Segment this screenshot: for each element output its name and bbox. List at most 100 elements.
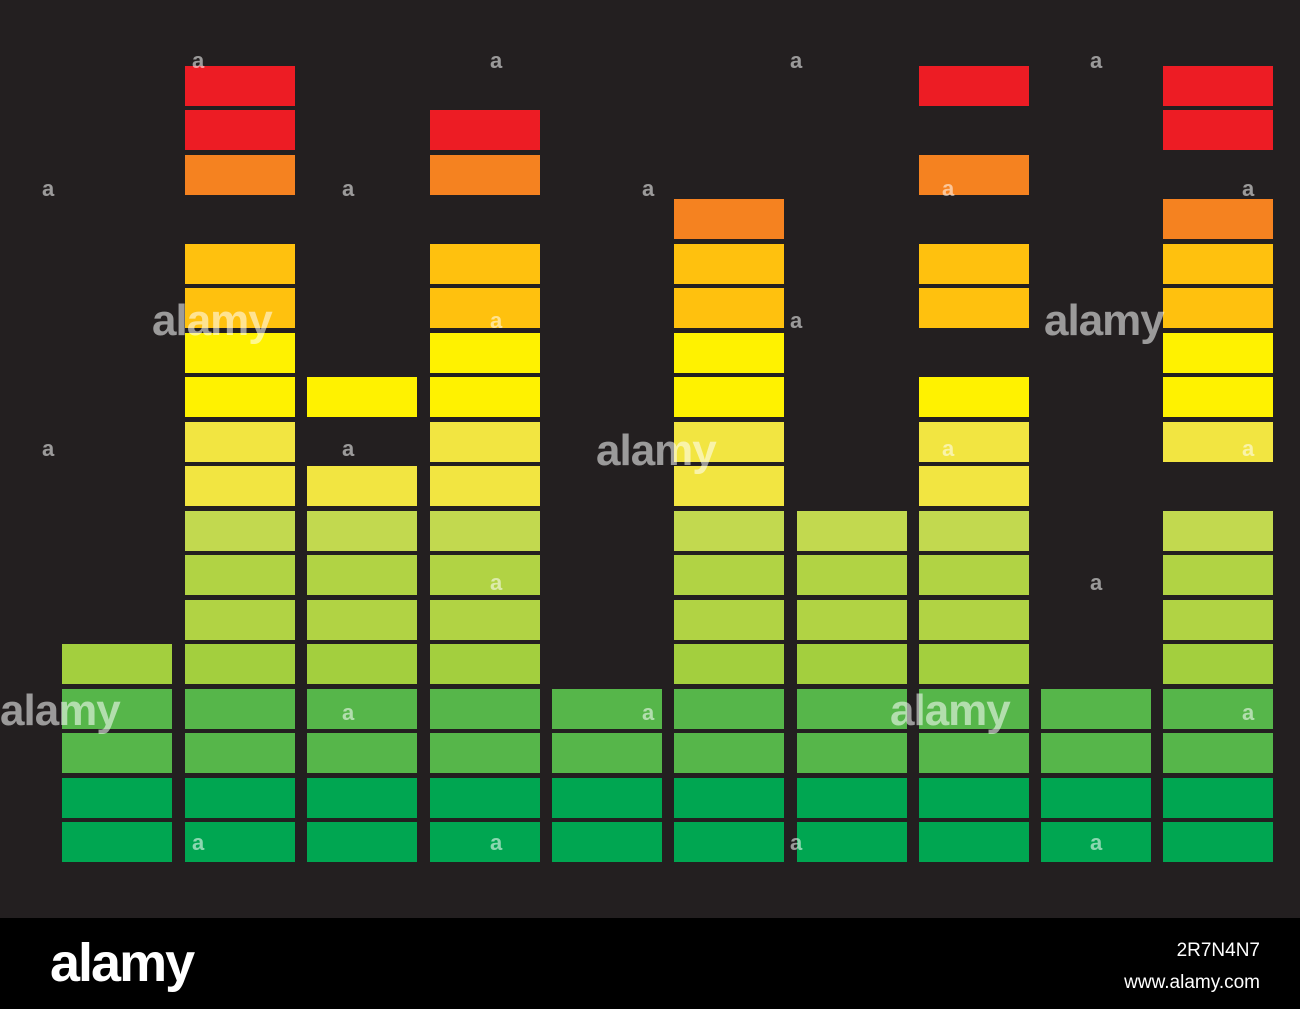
eq-segment	[552, 778, 662, 818]
eq-segment	[1041, 778, 1151, 818]
eq-segment	[62, 822, 172, 862]
eq-segment	[430, 422, 540, 462]
eq-segment	[1163, 555, 1273, 595]
eq-segment	[797, 733, 907, 773]
eq-segment	[430, 377, 540, 417]
eq-column-10	[1163, 0, 1273, 918]
eq-segment	[674, 600, 784, 640]
eq-segment	[919, 155, 1029, 195]
eq-segment	[1163, 377, 1273, 417]
eq-segment	[185, 511, 295, 551]
eq-segment	[1163, 644, 1273, 684]
eq-segment	[1163, 600, 1273, 640]
eq-segment	[674, 244, 784, 284]
eq-segment	[674, 377, 784, 417]
eq-segment	[674, 511, 784, 551]
eq-segment	[185, 110, 295, 150]
eq-segment	[919, 822, 1029, 862]
eq-segment	[919, 244, 1029, 284]
eq-segment	[1041, 689, 1151, 729]
eq-segment	[674, 288, 784, 328]
eq-column-2	[185, 0, 295, 918]
eq-segment	[919, 66, 1029, 106]
eq-column-3	[307, 0, 417, 918]
eq-segment	[919, 600, 1029, 640]
eq-segment	[430, 733, 540, 773]
image-id-label: 2R7N4N7	[1176, 940, 1260, 961]
eq-segment	[185, 555, 295, 595]
eq-column-7	[797, 0, 907, 918]
eq-segment	[674, 778, 784, 818]
eq-column-8	[919, 0, 1029, 918]
eq-segment	[62, 778, 172, 818]
eq-segment	[430, 466, 540, 506]
eq-segment	[674, 644, 784, 684]
eq-segment	[797, 778, 907, 818]
eq-segment	[797, 822, 907, 862]
eq-column-9	[1041, 0, 1151, 918]
eq-segment	[185, 288, 295, 328]
eq-segment	[430, 110, 540, 150]
eq-segment	[430, 555, 540, 595]
eq-segment	[919, 466, 1029, 506]
eq-segment	[674, 333, 784, 373]
alamy-logo[interactable]: alamy	[50, 933, 195, 993]
stock-footer-bar: alamy 2R7N4N7 www.alamy.com	[0, 918, 1300, 1009]
eq-segment	[1163, 66, 1273, 106]
eq-segment	[185, 466, 295, 506]
eq-segment	[1163, 778, 1273, 818]
eq-segment	[1041, 733, 1151, 773]
eq-segment	[307, 377, 417, 417]
eq-segment	[307, 644, 417, 684]
eq-segment	[307, 600, 417, 640]
eq-segment	[307, 778, 417, 818]
eq-segment	[430, 333, 540, 373]
eq-segment	[552, 822, 662, 862]
eq-segment	[430, 778, 540, 818]
eq-segment	[674, 689, 784, 729]
eq-segment	[797, 511, 907, 551]
eq-segment	[1163, 288, 1273, 328]
eq-segment	[430, 644, 540, 684]
eq-segment	[1163, 689, 1273, 729]
eq-segment	[1163, 422, 1273, 462]
eq-segment	[1163, 333, 1273, 373]
eq-segment	[62, 644, 172, 684]
eq-segment	[185, 644, 295, 684]
eq-segment	[185, 822, 295, 862]
eq-segment	[307, 511, 417, 551]
eq-segment	[62, 733, 172, 773]
eq-column-6	[674, 0, 784, 918]
eq-segment	[919, 778, 1029, 818]
eq-column-5	[552, 0, 662, 918]
eq-segment	[185, 600, 295, 640]
eq-segment	[919, 377, 1029, 417]
eq-segment	[919, 733, 1029, 773]
eq-segment	[1163, 511, 1273, 551]
eq-segment	[307, 733, 417, 773]
eq-column-4	[430, 0, 540, 918]
eq-segment	[185, 733, 295, 773]
eq-segment	[430, 511, 540, 551]
equalizer-panel	[62, 0, 1273, 918]
eq-segment	[797, 555, 907, 595]
eq-segment	[797, 644, 907, 684]
eq-segment	[62, 689, 172, 729]
eq-column-1	[62, 0, 172, 918]
eq-segment	[185, 333, 295, 373]
eq-segment	[919, 422, 1029, 462]
eq-segment	[185, 244, 295, 284]
eq-segment	[552, 689, 662, 729]
eq-segment	[430, 600, 540, 640]
eq-segment	[430, 288, 540, 328]
eq-segment	[430, 689, 540, 729]
eq-segment	[674, 733, 784, 773]
eq-segment	[1163, 822, 1273, 862]
eq-segment	[1041, 822, 1151, 862]
eq-segment	[919, 288, 1029, 328]
eq-segment	[307, 822, 417, 862]
eq-segment	[307, 466, 417, 506]
eq-segment	[185, 689, 295, 729]
eq-segment	[919, 689, 1029, 729]
site-url-link[interactable]: www.alamy.com	[1124, 972, 1260, 993]
